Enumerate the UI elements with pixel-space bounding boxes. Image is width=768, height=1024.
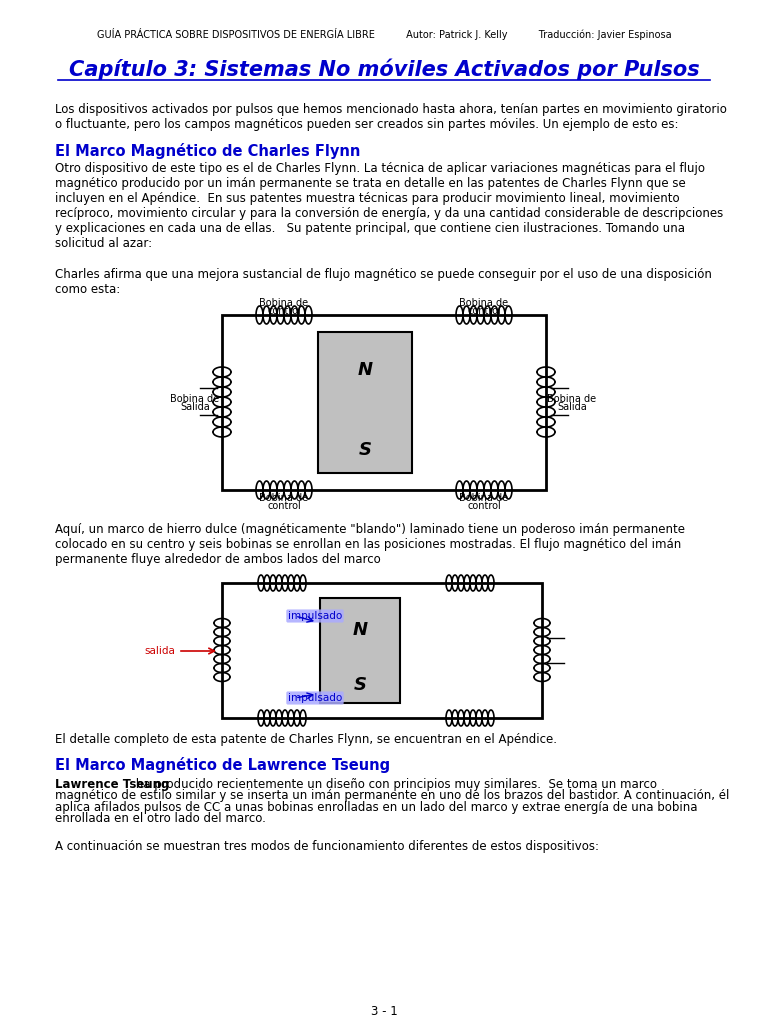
Text: N: N bbox=[357, 361, 372, 379]
Text: Otro dispositivo de este tipo es el de Charles Flynn. La técnica de aplicar vari: Otro dispositivo de este tipo es el de C… bbox=[55, 162, 723, 250]
Text: control: control bbox=[267, 306, 301, 316]
Text: control: control bbox=[267, 501, 301, 511]
Text: Capítulo 3: Sistemas No móviles Activados por Pulsos: Capítulo 3: Sistemas No móviles Activado… bbox=[68, 58, 700, 80]
Text: S: S bbox=[359, 441, 372, 459]
Text: S: S bbox=[353, 676, 366, 694]
Text: Bobina de: Bobina de bbox=[260, 298, 309, 308]
Text: Charles afirma que una mejora sustancial de flujo magnético se puede conseguir p: Charles afirma que una mejora sustancial… bbox=[55, 268, 712, 296]
Text: salida: salida bbox=[144, 646, 175, 656]
Text: magnético de estilo similar y se inserta un imán permanente en uno de los brazos: magnético de estilo similar y se inserta… bbox=[55, 790, 730, 803]
Text: impulsado: impulsado bbox=[288, 611, 342, 621]
Text: Salida: Salida bbox=[557, 402, 587, 412]
Text: enrollada en el otro lado del marco.: enrollada en el otro lado del marco. bbox=[55, 812, 266, 825]
Text: El Marco Magnético de Lawrence Tseung: El Marco Magnético de Lawrence Tseung bbox=[55, 757, 390, 773]
Text: Bobina de: Bobina de bbox=[548, 394, 597, 404]
Text: Aquí, un marco de hierro dulce (magnéticamente "blando") laminado tiene un poder: Aquí, un marco de hierro dulce (magnétic… bbox=[55, 523, 685, 566]
Text: Bobina de: Bobina de bbox=[459, 298, 508, 308]
Text: El Marco Magnético de Charles Flynn: El Marco Magnético de Charles Flynn bbox=[55, 143, 360, 159]
Text: N: N bbox=[353, 621, 368, 639]
Text: Bobina de: Bobina de bbox=[260, 493, 309, 503]
Text: control: control bbox=[467, 501, 501, 511]
Text: Bobina de: Bobina de bbox=[459, 493, 508, 503]
Text: Bobina de: Bobina de bbox=[170, 394, 220, 404]
Text: control: control bbox=[467, 306, 501, 316]
Text: 3 - 1: 3 - 1 bbox=[371, 1005, 397, 1018]
Text: GUÍA PRÁCTICA SOBRE DISPOSITIVOS DE ENERGÍA LIBRE          Autor: Patrick J. Kel: GUÍA PRÁCTICA SOBRE DISPOSITIVOS DE ENER… bbox=[97, 28, 671, 40]
Bar bbox=[222, 315, 546, 490]
Text: Los dispositivos activados por pulsos que hemos mencionado hasta ahora, tenían p: Los dispositivos activados por pulsos qu… bbox=[55, 103, 727, 131]
Text: A continuación se muestran tres modos de funcionamiento diferentes de estos disp: A continuación se muestran tres modos de… bbox=[55, 840, 599, 853]
Text: impulsado: impulsado bbox=[288, 693, 342, 703]
Bar bbox=[320, 598, 400, 703]
Bar bbox=[318, 332, 412, 473]
Bar bbox=[222, 583, 542, 718]
Text: Lawrence Tseung: Lawrence Tseung bbox=[55, 778, 170, 791]
Text: aplica afilados pulsos de CC a unas bobinas enrolladas en un lado del marco y ex: aplica afilados pulsos de CC a unas bobi… bbox=[55, 801, 697, 814]
Text: ha producido recientemente un diseño con principios muy similares.  Se toma un m: ha producido recientemente un diseño con… bbox=[132, 778, 657, 791]
Text: Salida: Salida bbox=[180, 402, 210, 412]
Text: El detalle completo de esta patente de Charles Flynn, se encuentran en el Apéndi: El detalle completo de esta patente de C… bbox=[55, 733, 557, 746]
